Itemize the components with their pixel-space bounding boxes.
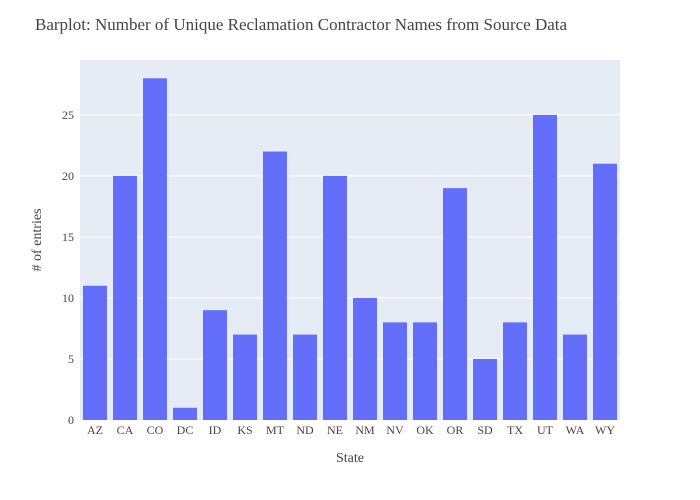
bar-ne [323,175,347,420]
bar-or [443,188,467,420]
x-tick-label: ID [209,423,222,437]
y-tick-label: 20 [62,169,74,183]
x-tick-label: CA [117,423,134,437]
bar-az [83,285,107,420]
x-axis-title: State [336,451,364,466]
y-tick-label: 10 [62,291,74,305]
bar-dc [173,407,197,420]
x-tick-label: WA [566,423,585,437]
y-tick-label: 25 [62,108,74,122]
x-tick-label: CO [147,423,164,437]
bar-sd [473,358,497,420]
y-axis-title: # of entries [30,209,45,272]
y-tick-label: 15 [62,230,74,244]
bar-nm [353,297,377,420]
bar-nd [293,334,317,420]
y-axis-ticks: 0 5 10 15 20 25 [62,108,74,427]
x-tick-label: WY [595,423,615,437]
y-tick-label: 0 [68,413,74,427]
x-tick-label: ND [296,423,314,437]
bar-ca [113,175,137,420]
plot-background [80,60,620,420]
x-tick-label: KS [237,423,252,437]
bar-co [143,78,167,420]
bar-mt [263,151,287,420]
bar-wy [593,163,617,420]
bar-wa [563,334,587,420]
x-tick-label: AZ [87,423,103,437]
gridlines [80,114,620,360]
bar-tx [503,322,527,420]
x-tick-label: NM [355,423,375,437]
bar-ok [413,322,437,420]
x-tick-label: DC [177,423,194,437]
x-tick-label: TX [507,423,523,437]
x-tick-label: NV [386,423,404,437]
x-tick-label: SD [477,423,493,437]
x-tick-label: OR [447,423,464,437]
bar-ks [233,334,257,420]
bar-nv [383,322,407,420]
bars [83,78,617,420]
y-tick-label: 5 [68,352,74,366]
bar-id [203,310,227,420]
x-tick-label: MT [266,423,285,437]
x-tick-label: NE [327,423,343,437]
x-axis-ticks: AZ CA CO DC ID KS MT ND NE NM NV OK OR SD TX UT WA WY [87,423,615,437]
bar-ut [533,114,557,420]
x-tick-label: UT [537,423,554,437]
x-tick-label: OK [416,423,434,437]
chart-title: Barplot: Number of Unique Reclamation Co… [35,15,567,34]
